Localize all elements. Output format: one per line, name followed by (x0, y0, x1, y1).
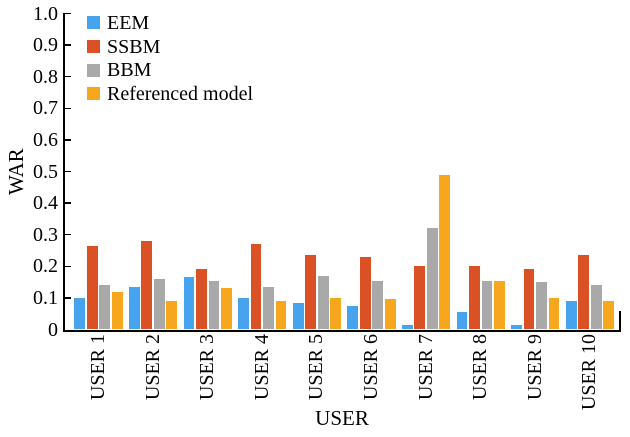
y-tick-label: 0.3 (33, 223, 58, 246)
x-tick-label: USER 2 (141, 334, 164, 401)
bar-bbm (372, 280, 384, 330)
bar-referenced-model (603, 301, 615, 330)
y-axis-title-text: WAR (4, 148, 28, 196)
y-tick-label: 0.5 (33, 160, 58, 183)
bar-referenced-model (494, 280, 505, 330)
bar-eem (183, 277, 195, 330)
legend-swatch-icon (87, 40, 100, 54)
bar-ssbm (523, 269, 535, 330)
y-tick-label: 0.4 (33, 192, 58, 215)
legend: EEM SSBM BBM Referenced model (87, 11, 253, 106)
bar-bbm (536, 282, 547, 330)
bar-eem (238, 297, 249, 330)
y-axis-title: WAR (4, 14, 29, 330)
y-tick-label: 0.1 (33, 286, 58, 309)
bar-bbm (426, 228, 438, 330)
bar-bbm (99, 285, 111, 330)
bar-eem (565, 301, 577, 330)
x-tick-label: USER 1 (87, 334, 109, 401)
y-tick-label: 0.6 (33, 128, 58, 151)
legend-label: EEM (107, 11, 150, 34)
x-tick-label: USER 7 (414, 334, 437, 401)
legend-label: Referenced model (107, 82, 254, 105)
bar-bbm (153, 278, 165, 330)
y-tick-label: 0.7 (33, 97, 58, 120)
bar-ssbm (250, 244, 262, 330)
legend-label: BBM (107, 59, 152, 82)
legend-item-bbm: BBM (87, 58, 253, 82)
bar-eem (401, 324, 413, 330)
bar-ssbm (305, 255, 317, 330)
y-tick-mark (64, 170, 71, 173)
legend-item-referenced-model: Referenced model (87, 82, 253, 106)
y-tick-label: 0.9 (33, 34, 58, 57)
bar-bbm (590, 285, 602, 330)
y-tick-mark (64, 75, 71, 78)
bar-eem (128, 286, 140, 330)
bar-eem (456, 312, 468, 330)
y-tick-mark (64, 44, 71, 46)
bar-ssbm (141, 241, 153, 330)
bar-ssbm (578, 255, 590, 330)
bar-ssbm (196, 269, 207, 330)
bar-ssbm (414, 266, 426, 330)
x-tick-label: USER 10 (578, 334, 601, 411)
x-tick-label: USER 8 (469, 334, 492, 401)
y-tick-label: 0 (48, 318, 58, 341)
bar-referenced-model (548, 297, 560, 330)
y-axis-line (63, 13, 65, 331)
bar-referenced-model (111, 291, 123, 330)
y-tick-mark (64, 233, 71, 236)
bar-ssbm (359, 256, 371, 330)
bar-bbm (263, 286, 274, 330)
bar-referenced-model (275, 301, 287, 330)
y-tick-label: 0.2 (33, 255, 58, 278)
legend-swatch-icon (87, 87, 100, 101)
x-tick-label: USER 9 (523, 334, 546, 401)
x-axis-title: USER (315, 406, 369, 430)
legend-item-eem: EEM (87, 11, 253, 35)
bar-ssbm (86, 245, 98, 330)
bar-ssbm (469, 266, 480, 330)
x-axis-end-tick (619, 311, 621, 330)
y-tick-mark (64, 12, 71, 15)
x-tick-label: USER 6 (360, 334, 382, 401)
bar-eem (74, 297, 86, 330)
bar-bbm (317, 275, 329, 330)
y-tick-mark (64, 297, 71, 299)
legend-swatch-icon (87, 16, 100, 30)
x-tick-label: USER 5 (305, 334, 328, 401)
bar-eem (292, 302, 304, 330)
bar-bbm (481, 280, 493, 330)
bar-eem (347, 305, 359, 330)
x-tick-label: USER 3 (196, 334, 219, 401)
y-tick-mark (64, 202, 71, 204)
y-tick-label: 0.8 (33, 65, 58, 88)
y-tick-label: 1.0 (33, 2, 58, 25)
bar-eem (511, 324, 522, 330)
legend-swatch-icon (87, 63, 100, 77)
y-tick-mark (64, 139, 71, 141)
bar-referenced-model (330, 297, 342, 330)
x-axis-line (63, 329, 621, 332)
y-tick-mark (64, 265, 71, 268)
legend-item-ssbm: SSBM (87, 35, 253, 59)
bar-referenced-model (166, 301, 178, 330)
bar-referenced-model (221, 288, 232, 330)
y-tick-mark (64, 107, 71, 110)
x-tick-label: USER 4 (250, 334, 273, 401)
bar-referenced-model (439, 174, 451, 330)
bar-referenced-model (384, 299, 396, 330)
bar-bbm (208, 280, 220, 330)
legend-label: SSBM (107, 35, 161, 58)
